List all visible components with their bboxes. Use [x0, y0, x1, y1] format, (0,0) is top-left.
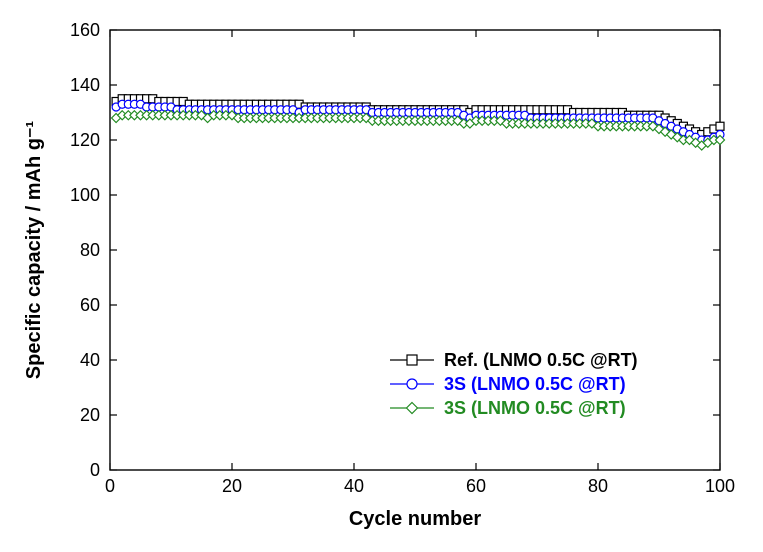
legend-label: Ref. (LNMO 0.5C @RT)	[444, 350, 638, 370]
x-tick-label: 80	[588, 476, 608, 496]
y-tick-label: 140	[70, 75, 100, 95]
x-tick-label: 0	[105, 476, 115, 496]
y-tick-label: 80	[80, 240, 100, 260]
x-axis-title: Cycle number	[349, 508, 481, 530]
y-tick-label: 100	[70, 185, 100, 205]
y-tick-label: 160	[70, 20, 100, 40]
x-tick-label: 40	[344, 476, 364, 496]
capacity-cycle-chart: 0 20 40 60 80 100 0 20 40 60 80 100 120 140 160 Cycle n…	[0, 0, 763, 552]
y-axis-title: Specific capacity / mAh g⁻¹	[23, 120, 45, 379]
x-tick-label: 100	[705, 476, 735, 496]
y-tick-label: 40	[80, 350, 100, 370]
y-tick-label: 60	[80, 295, 100, 315]
y-tick-label: 20	[80, 405, 100, 425]
y-tick-label: 120	[70, 130, 100, 150]
y-tick-label: 0	[90, 460, 100, 480]
chart-container: 0 20 40 60 80 100 0 20 40 60 80 100 120 140 160 Cycle n…	[0, 0, 763, 552]
x-tick-label: 20	[222, 476, 242, 496]
legend-label: 3S (LNMO 0.5C @RT)	[444, 374, 626, 394]
x-tick-label: 60	[466, 476, 486, 496]
legend-label: 3S (LNMO 0.5C @RT)	[444, 398, 626, 418]
